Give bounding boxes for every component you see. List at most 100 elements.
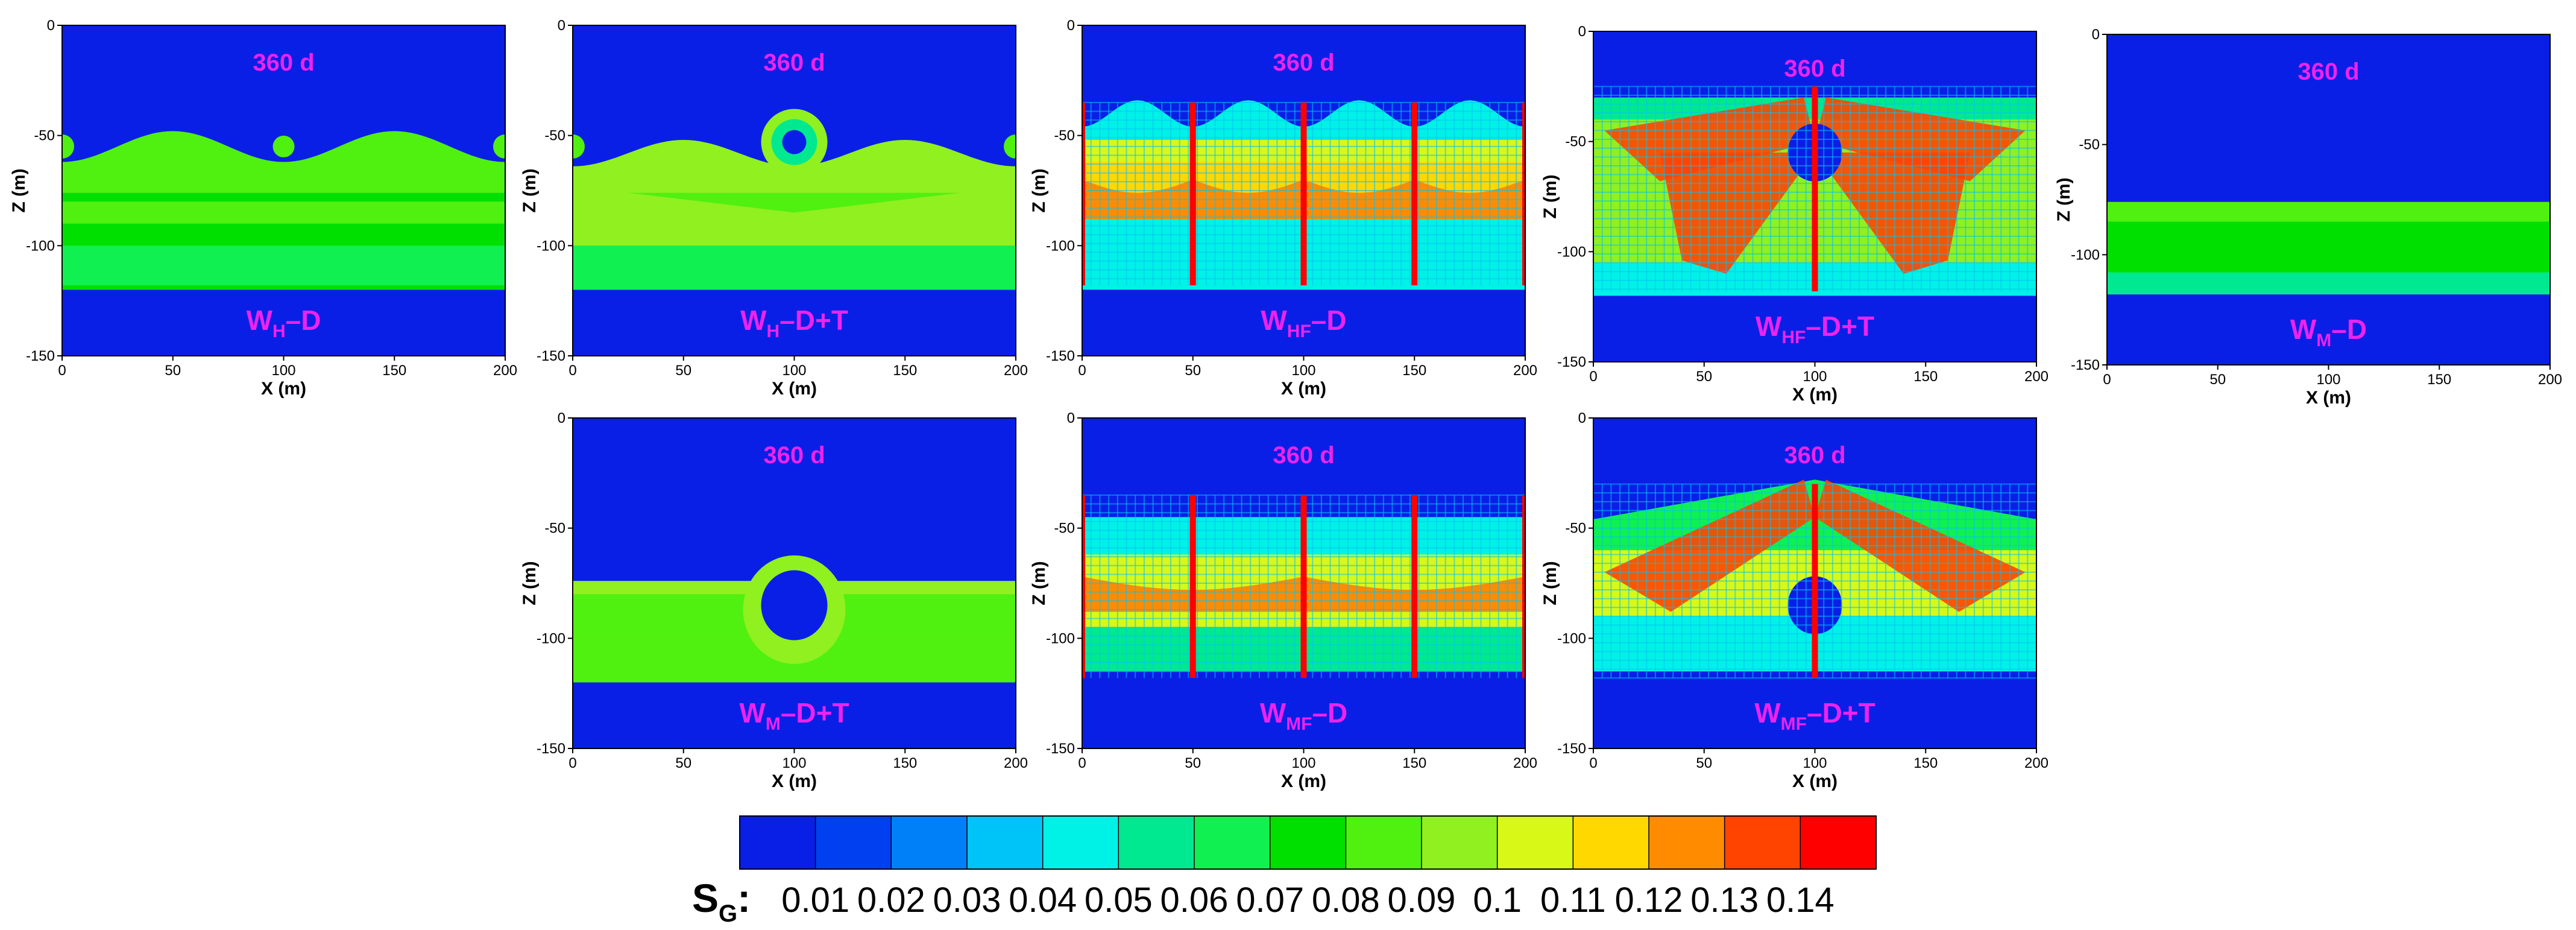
y-tick-label: 0 bbox=[1578, 410, 1586, 426]
gas-bubble bbox=[573, 134, 585, 159]
colorbar-swatch bbox=[1497, 816, 1573, 869]
colorbar-swatch bbox=[1724, 816, 1801, 869]
time-label: 360 d bbox=[1273, 442, 1334, 469]
gas-ring-core bbox=[782, 130, 807, 154]
colorbar-swatch bbox=[1118, 816, 1195, 869]
x-tick-label: 50 bbox=[165, 362, 181, 379]
x-tick-label: 200 bbox=[1513, 755, 1537, 771]
y-axis-label: Z (m) bbox=[1540, 561, 1560, 605]
well-trace bbox=[1189, 495, 1196, 679]
x-tick-label: 0 bbox=[2103, 372, 2111, 388]
y-tick-label: -150 bbox=[1046, 348, 1075, 364]
colorbar-tick-label: 0.08 bbox=[1312, 881, 1380, 920]
x-axis-label: X (m) bbox=[1792, 385, 1838, 405]
colorbar-swatch bbox=[740, 816, 816, 869]
colorbar: 0.01 0.02 0.03 0.04 0.05 0.06 0.07 0.08 0.09 0.1 0… bbox=[692, 815, 1877, 927]
y-axis-label: Z (m) bbox=[9, 168, 29, 212]
x-axis-label: X (m) bbox=[772, 771, 817, 791]
y-tick-label: -150 bbox=[1557, 741, 1586, 757]
y-tick-label: -100 bbox=[1046, 630, 1075, 647]
colorbar-title: SG: bbox=[692, 876, 751, 927]
well-trace bbox=[1522, 495, 1525, 679]
x-tick-label: 150 bbox=[1913, 755, 1938, 771]
panel-wh-d: 0 50 100 150 200 0 -50 -100 -150 X (m) Z (m) 360 d W… bbox=[9, 17, 517, 399]
panel-wm-dt: 0 50 100 150 200 0 -50 -100 -150 X (m) Z (m) 360 d W… bbox=[520, 410, 1028, 791]
y-tick-label: -150 bbox=[537, 741, 565, 757]
colorbar-tick-label: 0.12 bbox=[1615, 881, 1683, 920]
colorbar-tick-label: 0.02 bbox=[857, 881, 925, 920]
y-tick-label: -100 bbox=[537, 630, 565, 647]
y-axis-label: Z (m) bbox=[1540, 174, 1560, 218]
y-tick-label: -50 bbox=[1565, 520, 1586, 537]
y-tick-label: -50 bbox=[2079, 137, 2100, 153]
saturation-band bbox=[62, 201, 505, 224]
x-tick-label: 0 bbox=[1078, 362, 1086, 379]
x-tick-label: 0 bbox=[1589, 755, 1597, 771]
well-trace bbox=[1300, 102, 1307, 286]
y-tick-label: -50 bbox=[1565, 134, 1586, 150]
gas-bubble bbox=[272, 135, 295, 157]
x-tick-label: 100 bbox=[1803, 755, 1827, 771]
colorbar-tick-label: 0.03 bbox=[933, 881, 1001, 920]
gas-bubble bbox=[493, 134, 505, 159]
x-axis-label: X (m) bbox=[261, 379, 306, 399]
x-tick-label: 0 bbox=[1078, 755, 1086, 771]
panel-wh-dt: 0 50 100 150 200 0 -50 -100 -150 X (m) Z (m) 360 d W… bbox=[520, 17, 1028, 399]
y-tick-label: -50 bbox=[1054, 520, 1075, 537]
contour-field bbox=[573, 418, 1016, 748]
time-label: 360 d bbox=[1273, 49, 1334, 76]
y-tick-label: -100 bbox=[537, 238, 565, 254]
y-tick-label: 0 bbox=[558, 17, 565, 34]
y-tick-label: 0 bbox=[2092, 27, 2100, 43]
time-label: 360 d bbox=[763, 442, 825, 469]
contour-field bbox=[1593, 418, 2036, 748]
well-trace bbox=[1522, 102, 1525, 286]
y-axis-label: Z (m) bbox=[1029, 561, 1049, 605]
colorbar-tick-label: 0.01 bbox=[781, 881, 849, 920]
x-tick-label: 50 bbox=[1696, 369, 1712, 385]
saturation-band bbox=[2107, 272, 2550, 295]
colorbar-tick-label: 0.05 bbox=[1085, 881, 1153, 920]
x-tick-label: 150 bbox=[1402, 362, 1426, 379]
y-axis-label: Z (m) bbox=[1029, 168, 1049, 212]
time-label: 360 d bbox=[1784, 442, 1845, 469]
y-tick-label: -100 bbox=[26, 238, 55, 254]
x-tick-label: 200 bbox=[1004, 755, 1028, 771]
x-tick-label: 150 bbox=[893, 755, 917, 771]
y-tick-label: -50 bbox=[1054, 128, 1075, 144]
well-trace bbox=[1812, 86, 1818, 292]
panel-whf-d: 0 50 100 150 200 0 -50 -100 -150 X (m) Z (m) 360 d W… bbox=[1029, 17, 1537, 399]
x-axis-label: X (m) bbox=[1281, 379, 1326, 399]
colorbar-tick-label: 0.11 bbox=[1540, 881, 1606, 920]
x-tick-label: 200 bbox=[2024, 369, 2049, 385]
colorbar-swatch bbox=[891, 816, 968, 869]
x-tick-label: 100 bbox=[1291, 755, 1315, 771]
contour-field bbox=[1082, 418, 1525, 748]
x-tick-label: 150 bbox=[893, 362, 917, 379]
y-tick-label: -100 bbox=[1557, 244, 1586, 260]
time-label: 360 d bbox=[2297, 59, 2359, 85]
time-label: 360 d bbox=[763, 49, 825, 76]
x-tick-label: 200 bbox=[2024, 755, 2049, 771]
y-tick-label: 0 bbox=[558, 410, 565, 426]
saturation-band bbox=[2107, 221, 2550, 273]
y-tick-label: -50 bbox=[544, 520, 565, 537]
colorbar-swatch bbox=[1649, 816, 1725, 869]
y-tick-label: 0 bbox=[1067, 410, 1075, 426]
contour-field bbox=[573, 25, 1016, 356]
case-label: WM–D+T bbox=[739, 697, 849, 734]
x-tick-label: 0 bbox=[58, 362, 66, 379]
x-tick-label: 200 bbox=[1004, 362, 1028, 379]
x-axis-label: X (m) bbox=[772, 379, 817, 399]
y-tick-label: -100 bbox=[1046, 238, 1075, 254]
case-label: WMF–D+T bbox=[1754, 697, 1875, 734]
x-tick-label: 100 bbox=[782, 362, 806, 379]
contour-field bbox=[1593, 31, 2036, 362]
well-trace bbox=[1411, 102, 1418, 286]
time-label: 360 d bbox=[253, 49, 314, 76]
case-label: WH–D+T bbox=[740, 305, 848, 341]
well-trace bbox=[1411, 495, 1418, 679]
colorbar-swatch bbox=[1422, 816, 1498, 869]
y-tick-label: -50 bbox=[34, 128, 55, 144]
x-axis-label: X (m) bbox=[2306, 388, 2351, 408]
